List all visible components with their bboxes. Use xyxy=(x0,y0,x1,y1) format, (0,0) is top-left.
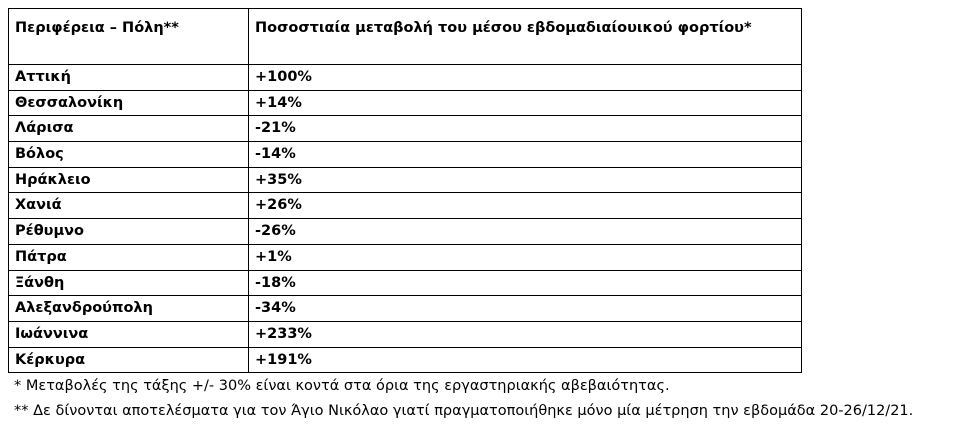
footnote: ** Δε δίνονται αποτελέσματα για τον Άγιο… xyxy=(14,403,914,419)
table-row: Θεσσαλονίκη +14% xyxy=(8,89,802,117)
header-cell: Περιφέρεια – Πόλη** xyxy=(8,8,249,65)
footnote: * Μεταβολές της τάξης +/- 30% είναι κοντ… xyxy=(14,378,670,394)
data-table: Περιφέρεια – Πόλη** Ποσοστιαία μεταβολή … xyxy=(8,8,802,374)
change-cell: -18% xyxy=(248,269,802,297)
region-cell: Ξάνθη xyxy=(8,269,249,297)
change-cell: -14% xyxy=(248,141,802,168)
table-row: Ρέθυμνο -26% xyxy=(8,218,802,245)
change-cell: +35% xyxy=(248,166,802,194)
table-row: Ξάνθη -18% xyxy=(8,269,802,297)
region-cell: Ρέθυμνο xyxy=(8,218,249,245)
region-cell: Βόλος xyxy=(8,141,249,168)
table-row: Βόλος -14% xyxy=(8,141,802,168)
table-row: Πάτρα +1% xyxy=(8,243,802,271)
table-row: Κέρκυρα +191% xyxy=(8,346,802,374)
region-cell: Ιωάννινα xyxy=(8,320,249,348)
table-row: Αττική +100% xyxy=(8,64,802,91)
footnotes: * Μεταβολές της τάξης +/- 30% είναι κοντ… xyxy=(14,374,913,424)
header-row: Περιφέρεια – Πόλη** Ποσοστιαία μεταβολή … xyxy=(8,8,802,65)
change-cell: -21% xyxy=(248,115,802,143)
table-row: Χανιά +26% xyxy=(8,192,802,220)
table-row: Ιωάννινα +233% xyxy=(8,320,802,348)
change-cell: +191% xyxy=(248,346,802,374)
table-row: Λάρισα -21% xyxy=(8,115,802,143)
table-row: Ηράκλειο +35% xyxy=(8,166,802,194)
change-cell: +233% xyxy=(248,320,802,348)
change-cell: +14% xyxy=(248,89,802,117)
table-row: Αλεξανδρούπολη -34% xyxy=(8,295,802,322)
region-cell: Θεσσαλονίκη xyxy=(8,89,249,117)
region-cell: Αλεξανδρούπολη xyxy=(8,295,249,322)
change-cell: +100% xyxy=(248,64,802,91)
region-cell: Χανιά xyxy=(8,192,249,220)
region-cell: Πάτρα xyxy=(8,243,249,271)
change-cell: +26% xyxy=(248,192,802,220)
region-cell: Λάρισα xyxy=(8,115,249,143)
change-cell: -34% xyxy=(248,295,802,322)
region-cell: Αττική xyxy=(8,64,249,91)
header-cell: Ποσοστιαία μεταβολή του μέσου εβδομαδιαί… xyxy=(248,8,802,65)
change-cell: -26% xyxy=(248,218,802,245)
change-cell: +1% xyxy=(248,243,802,271)
region-cell: Ηράκλειο xyxy=(8,166,249,194)
region-cell: Κέρκυρα xyxy=(8,346,249,374)
